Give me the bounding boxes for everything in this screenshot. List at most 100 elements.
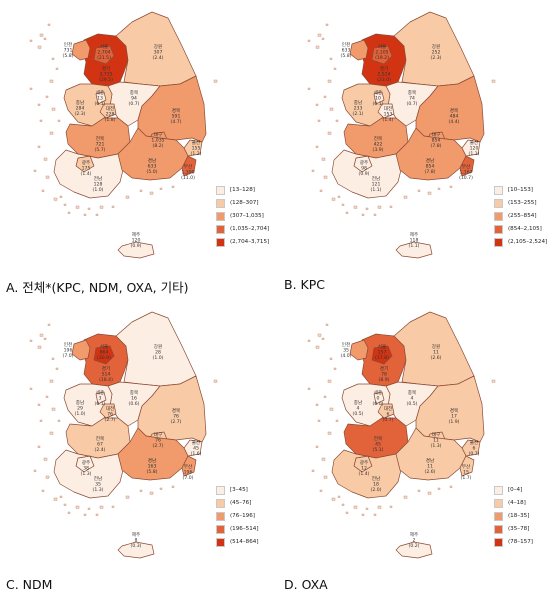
region-pct: (7.8) [425,169,436,175]
panel-caption: D. OXA [284,577,328,592]
map-panel-b: 인천 633 (5.8) 서울 2,105 (19.2) 경기 2,524 (23.0) 강원 25… [278,0,556,300]
island-speck [37,45,42,49]
region-value: 128 [94,181,103,187]
region-value: 120 [470,145,479,151]
island-speck [321,337,325,340]
region-label-jeonnam: 전남 18 (2.0) [371,475,382,493]
island-speck [325,23,329,26]
island-speck [491,379,496,383]
legend-label: (854–2,105] [508,226,542,232]
region-label-ulsan: 울산 6 (0.7) [469,439,480,457]
island-speck [49,131,54,135]
island-speck [49,379,54,383]
region-label-gyeongnam: 경남 11 (2.6) [425,457,436,475]
region-label-daegu: 대구 76 (2.7) [153,431,164,449]
region-value: 252 [432,49,441,55]
region-ulsan [183,139,203,157]
legend-swatch [216,486,225,495]
island-speck [319,489,323,492]
island-speck [333,367,337,370]
region-value: 45 [375,441,381,447]
island-speck [329,107,334,111]
island-speck [41,489,45,492]
region-label-gangwon: 강원 252 (2.3) [431,43,442,61]
island-speck [361,513,365,516]
region-label-chungnam: 충남 4 (0.5) [353,399,364,417]
legend-label: (2,105–2,524] [508,239,548,245]
region-pct: (1.2) [191,151,202,157]
legend-label: (2,704–3,715] [230,239,270,245]
region-pct: (5.1) [373,447,384,453]
region-label-gwangju: 광주 38 (1.3) [81,459,92,477]
region-name: 경기 [102,65,110,72]
island-speck [437,187,441,190]
island-speck [427,191,432,195]
region-pct: (7.0) [183,475,194,481]
island-speck [213,79,218,83]
island-speck [55,367,59,370]
region-jeonnam [331,449,403,499]
region-jeju [395,541,433,559]
island-speck [365,207,369,210]
region-value: 854 [426,163,435,169]
island-speck [111,505,115,508]
region-value: 155 [192,145,201,151]
legend-swatch [216,538,225,547]
region-value: 11 [433,437,439,443]
region-value: 120 [132,237,141,243]
island-speck [317,333,322,337]
region-name: 전남 [372,175,381,182]
region-label-incheon: 인천 731 (5.8) [63,41,74,59]
island-speck [337,495,341,498]
island-speck [39,419,43,422]
korea-map: 인천 731 (5.8) 서울 2,704 (21.5) 경기 3,715 (29.5) 강원 30… [29,11,218,259]
region-seoul [93,345,115,365]
legend-label: (4–18] [508,500,526,506]
island-speck [99,505,104,509]
region-value: 4 [411,395,414,401]
region-label-chungbuk: 충북 4 (0.5) [407,389,418,407]
legend-swatch [494,238,503,247]
island-speck [311,169,315,172]
region-pct: (2.3) [431,55,442,61]
island-speck [67,211,71,214]
region-value: 10 [375,95,381,101]
island-speck [321,37,325,40]
legend: [10–153] (153–255] (255–854] (854–2,105] (2,… [494,184,547,249]
legend-swatch [494,538,503,547]
region-pct: (4.7) [171,119,182,125]
region-name: 강원 [154,343,162,350]
region-name: 충남 [354,399,363,406]
region-label-daejeon: 대전 6 (0.7) [383,405,394,423]
island-speck [63,503,67,506]
island-speck [95,513,99,516]
region-pct: (18.4) [99,377,113,383]
region-label-jeonbuk: 전북 45 (5.1) [373,435,384,453]
region-pct: (2.0) [371,487,382,493]
region-label-gyeongbuk: 경북 484 (4.4) [449,107,460,125]
region-pct: (0.0) [373,401,384,407]
island-speck [377,205,382,209]
region-value: 633 [148,163,157,169]
region-sejong [373,91,385,105]
legend-swatch [494,512,503,521]
island-speck [111,205,115,208]
region-pct: (7.0) [63,353,74,359]
region-label-daejeon: 대전 153 (1.4) [383,105,394,123]
region-pct: (0.7) [129,101,140,107]
region-label-jeju: 제주 8 (0.3) [131,531,142,549]
island-speck [57,119,61,122]
region-name: 부산 [462,463,471,470]
region-label-gyeonggi: 경기 3,715 (29.5) [99,65,113,83]
region-pct: (2.6) [431,355,442,361]
island-speck [87,207,91,210]
region-daejeon [99,403,117,419]
region-value: 76 [107,411,113,417]
legend-swatch [494,199,503,208]
region-value: 1,035 [151,137,164,143]
island-speck [365,507,369,510]
region-value: 307 [154,49,163,55]
legend: [0–4] (4–18] (18–35] (35–78] (78–157] [494,484,533,549]
map-panel-d: 인천 35 (4.0) 서울 157 (17.8) 경기 78 (8.9) 강원 11 (2.6) 충북… [278,300,556,600]
region-value: 591 [172,113,181,119]
